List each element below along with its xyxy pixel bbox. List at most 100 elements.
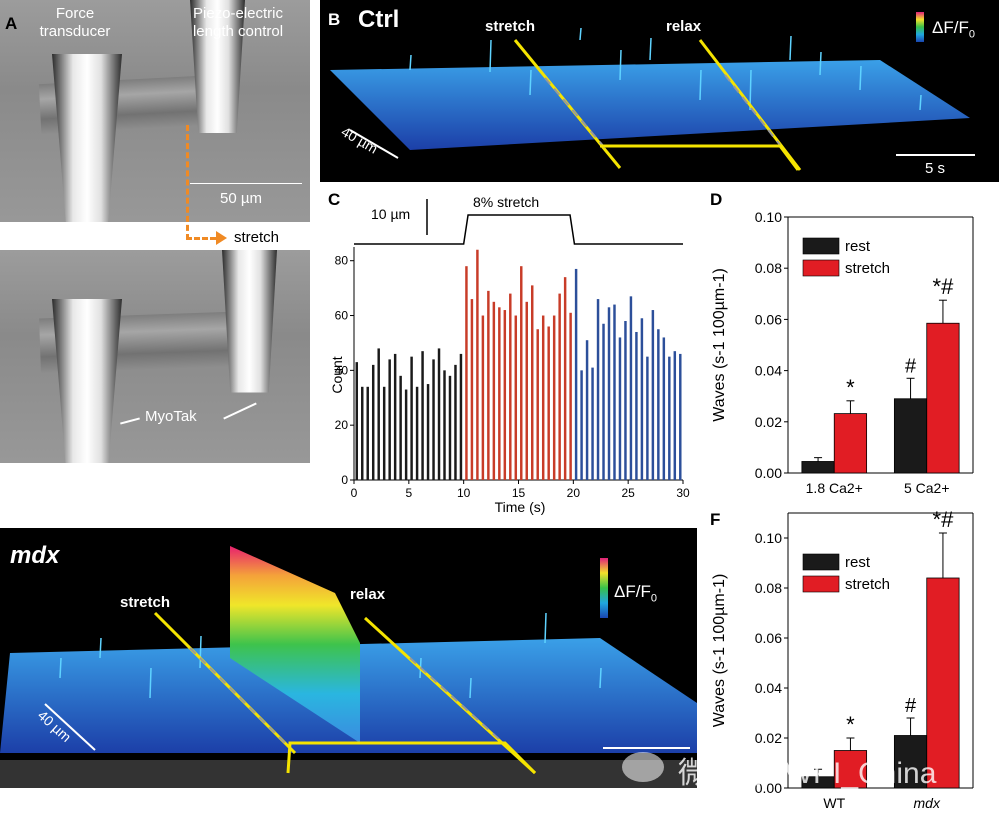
chart-c-bar-rest-before <box>393 353 397 480</box>
legend-label-stretch: stretch <box>845 260 890 277</box>
bar-stretch <box>833 413 868 474</box>
panel-e: E mdx stretch relax ΔF/F0 40 µm <box>0 528 697 788</box>
trace-stretch-label: 8% stretch <box>473 194 539 210</box>
chart-c-bar-relax <box>657 329 660 480</box>
ytick-label: 0.00 <box>755 780 782 796</box>
chart-c-xtick-label: 25 <box>621 486 635 500</box>
chart-c-bar-relax <box>662 337 666 480</box>
force-transducer-label: Force transducer <box>39 5 111 40</box>
panel-label-a: A <box>5 14 18 33</box>
significance-mark: *# <box>933 507 955 532</box>
mdx-title: mdx <box>10 542 60 569</box>
chart-c-bar-relax <box>580 370 583 480</box>
chart-c-bar-stretch <box>563 277 567 480</box>
surface-plot-mdx <box>0 546 697 788</box>
ytick-label: 0.06 <box>755 630 782 646</box>
bar-rest <box>893 735 928 789</box>
chart-c-bar-stretch <box>476 249 479 480</box>
chart-c-bar-rest-before <box>437 348 441 480</box>
chart-c-bar-stretch <box>547 326 550 480</box>
chart-c-ytick-label: 60 <box>335 309 349 323</box>
chart-c-bar-relax <box>591 367 594 480</box>
chart-c-bar-relax <box>651 310 655 480</box>
significance-mark: # <box>905 695 917 717</box>
chart-c-bar-stretch <box>558 293 561 480</box>
ylabel: Waves (s-1 100µm-1) <box>711 574 728 728</box>
force-transducer-pipette <box>52 54 122 222</box>
ytick-label: 0.02 <box>755 730 782 746</box>
chart-c-bar-stretch <box>509 293 512 480</box>
chart-c-bar-stretch <box>498 307 501 480</box>
chart-c-bar-relax <box>574 268 578 480</box>
chart-c-bar-stretch <box>520 266 523 480</box>
bar-rest <box>893 398 928 474</box>
legend-label-stretch: stretch <box>845 576 890 593</box>
chart-c-bar-stretch <box>492 301 496 480</box>
chart-c-bar-relax <box>646 356 649 480</box>
chart-d: D 0.00 0.02 0.04 0.06 0.08 0.10 Waves (s-1 100… <box>710 190 974 496</box>
panel-label-c: C <box>328 190 340 209</box>
significance-mark: * <box>846 712 855 737</box>
chart-c-bar-rest-before <box>371 364 375 480</box>
chart-c-bar-stretch <box>536 329 539 480</box>
significance-mark: * <box>846 375 855 400</box>
chart-c-bar-rest-before <box>388 359 391 480</box>
xtick-label: mdx <box>914 795 941 811</box>
chart-c-xtick-label: 30 <box>676 486 690 500</box>
micrograph-top: Force transducer Piezo-electric length c… <box>0 0 310 222</box>
ytick-label: 0.08 <box>755 260 782 276</box>
ytick-label: 0.00 <box>755 465 782 481</box>
chart-c-bar-stretch <box>569 312 572 480</box>
chart-c-xtick-label: 10 <box>457 486 471 500</box>
significance-mark: *# <box>933 274 955 299</box>
stretch-label-b: stretch <box>485 18 536 35</box>
scale-50um: 50 µm <box>220 190 262 207</box>
panel-a: Force transducer Piezo-electric length c… <box>0 0 310 463</box>
panel-b: B Ctrl stretch relax ΔF/F0 40 µm 5 s <box>320 0 999 182</box>
legend-swatch-stretch <box>802 575 840 593</box>
watermark-text: 微信号: WPI_China <box>678 757 937 790</box>
ylabel: Waves (s-1 100µm-1) <box>711 268 728 422</box>
ytick-label: 0.10 <box>755 209 782 225</box>
chart-c-axes: 0 20 40 60 80 0 5 10 15 20 25 30 <box>335 247 690 500</box>
ytick-label: 0.10 <box>755 530 782 546</box>
stretch-arrow <box>186 125 192 240</box>
chart-c-bar-stretch <box>531 285 534 480</box>
chart-f: F 0.00 0.02 0.04 0.06 0.08 0.10 Waves (s-1 100… <box>710 507 974 811</box>
chart-c-ylabel: Count <box>329 356 345 393</box>
chart-c-bar-relax <box>635 331 638 480</box>
chart-c-bar-rest-before <box>410 356 413 480</box>
chart-c-bar-stretch <box>541 315 545 480</box>
chart-c-bar-rest-before <box>361 386 364 480</box>
chart-c-bar-rest-before <box>426 384 430 480</box>
myotak-label: MyoTak <box>145 408 197 425</box>
calcium-wave <box>230 546 360 743</box>
bar-stretch <box>926 322 960 474</box>
xtick-label: WT <box>823 795 845 811</box>
chart-c-bar-stretch <box>552 315 556 480</box>
chart-c-bar-rest-before <box>415 386 419 480</box>
panel-label-d: D <box>710 190 722 209</box>
ctrl-title: Ctrl <box>358 6 400 33</box>
chart-c-bar-rest-before <box>443 370 446 480</box>
chart-c-ytick-label: 40 <box>335 363 349 377</box>
chart-c-bar-relax <box>673 351 677 480</box>
legend-swatch-rest <box>802 553 840 571</box>
bar-rest <box>801 461 835 474</box>
chart-c-bar-relax <box>679 353 682 480</box>
bar-stretch <box>926 577 960 789</box>
chart-c-bar-rest-before <box>399 375 402 480</box>
panel-label-b: B <box>328 10 341 29</box>
legend-label-rest: rest <box>845 238 871 255</box>
chart-c-bar-relax <box>668 356 671 480</box>
chart-c-bar-rest-before <box>382 386 386 480</box>
chart-c-bar-relax <box>596 299 600 480</box>
piezo-pipette <box>190 0 245 133</box>
watermark: 微信号: WPI_China <box>622 748 992 790</box>
ytick-label: 0.08 <box>755 580 782 596</box>
ytick-label: 0.04 <box>755 680 782 696</box>
relax-label-e: relax <box>350 586 386 603</box>
ytick-label: 0.02 <box>755 414 782 430</box>
chart-c-ytick-label: 0 <box>341 473 348 487</box>
chart-c-bar-rest-before <box>454 364 457 480</box>
